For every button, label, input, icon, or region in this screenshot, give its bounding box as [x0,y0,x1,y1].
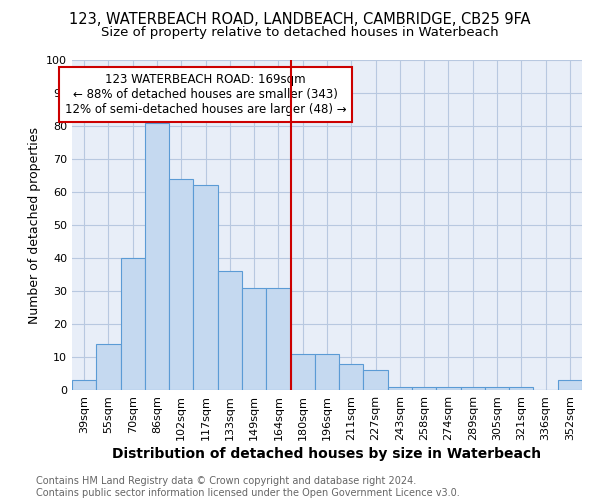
Bar [364,370,388,390]
Bar [436,386,461,390]
Bar [96,344,121,390]
Bar [290,354,315,390]
Bar [485,386,509,390]
Bar [242,288,266,390]
Bar [315,354,339,390]
Bar [193,186,218,390]
Text: Size of property relative to detached houses in Waterbeach: Size of property relative to detached ho… [101,26,499,39]
Bar [218,271,242,390]
Bar [145,122,169,390]
Bar [72,380,96,390]
Bar [461,386,485,390]
Bar [169,179,193,390]
Y-axis label: Number of detached properties: Number of detached properties [28,126,41,324]
Bar [412,386,436,390]
Text: 123, WATERBEACH ROAD, LANDBEACH, CAMBRIDGE, CB25 9FA: 123, WATERBEACH ROAD, LANDBEACH, CAMBRID… [69,12,531,28]
Bar [388,386,412,390]
Text: 123 WATERBEACH ROAD: 169sqm
← 88% of detached houses are smaller (343)
12% of se: 123 WATERBEACH ROAD: 169sqm ← 88% of det… [65,73,346,116]
Text: Contains HM Land Registry data © Crown copyright and database right 2024.
Contai: Contains HM Land Registry data © Crown c… [36,476,460,498]
Bar [121,258,145,390]
Bar [509,386,533,390]
Bar [558,380,582,390]
Bar [339,364,364,390]
X-axis label: Distribution of detached houses by size in Waterbeach: Distribution of detached houses by size … [112,447,542,461]
Bar [266,288,290,390]
